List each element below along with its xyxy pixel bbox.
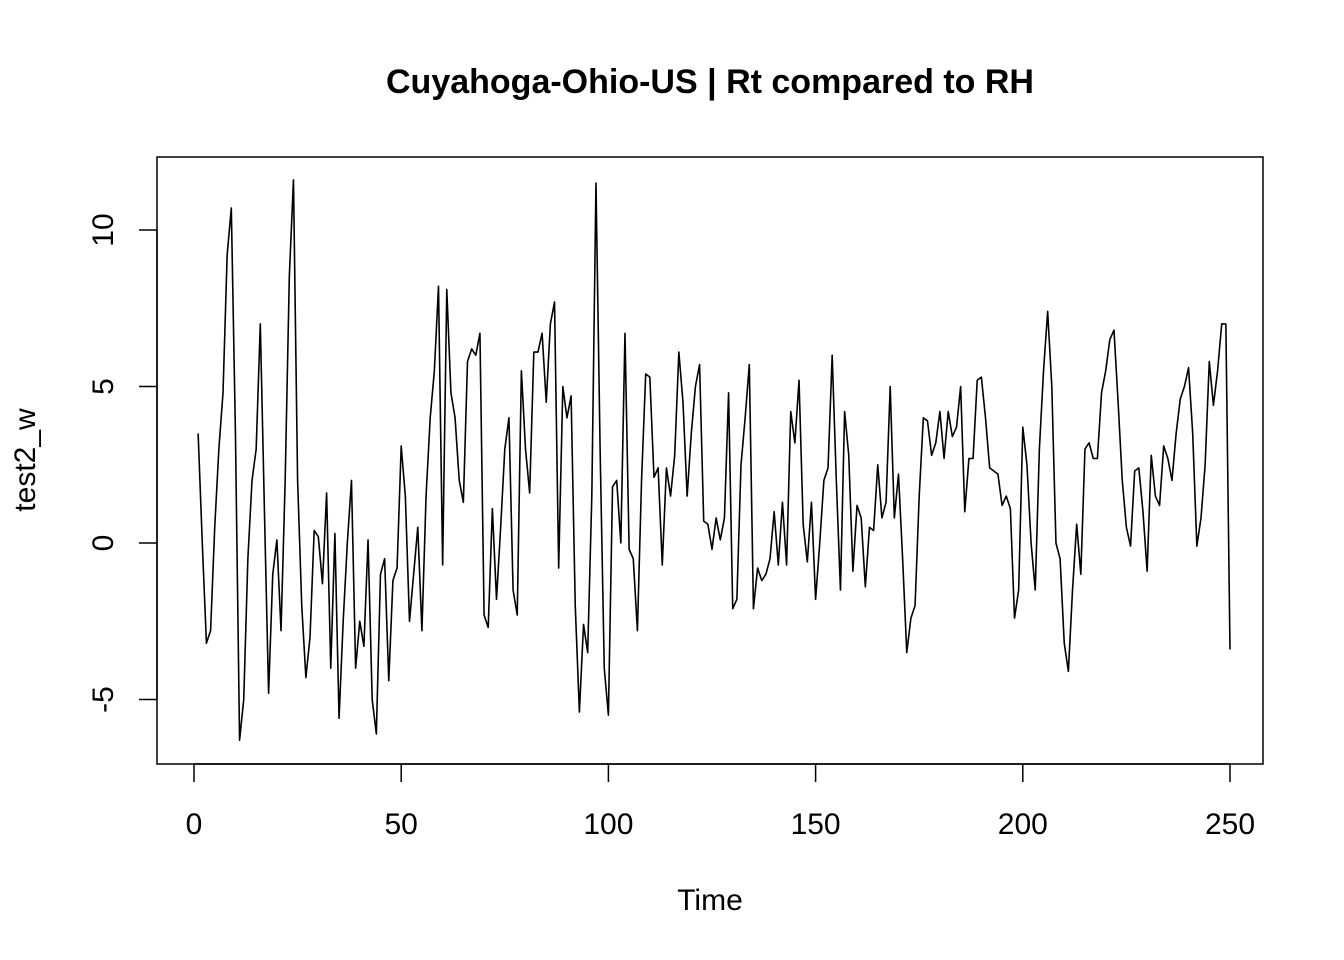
x-tick-label: 0 <box>186 808 203 841</box>
y-tick-label: 0 <box>87 535 120 552</box>
series-line <box>197 179 1231 741</box>
chart-title: Cuyahoga-Ohio-US | Rt compared to RH <box>386 63 1034 101</box>
y-tick-label: 10 <box>87 213 120 246</box>
x-axis: 0 50 100 150 200 250 <box>186 763 1255 841</box>
x-tick-label: 200 <box>998 808 1048 841</box>
x-tick-label: 50 <box>385 808 418 841</box>
y-axis: -5 0 5 10 <box>87 213 158 713</box>
y-axis-label: test2_w <box>9 408 42 512</box>
x-tick-label: 250 <box>1205 808 1255 841</box>
plot-frame <box>156 156 1264 765</box>
y-tick-label: -5 <box>87 686 120 713</box>
x-tick-label: 150 <box>791 808 841 841</box>
x-axis-label: Time <box>677 884 743 917</box>
y-tick-label: 5 <box>87 378 120 395</box>
x-tick-label: 100 <box>583 808 633 841</box>
series-group <box>197 179 1231 741</box>
